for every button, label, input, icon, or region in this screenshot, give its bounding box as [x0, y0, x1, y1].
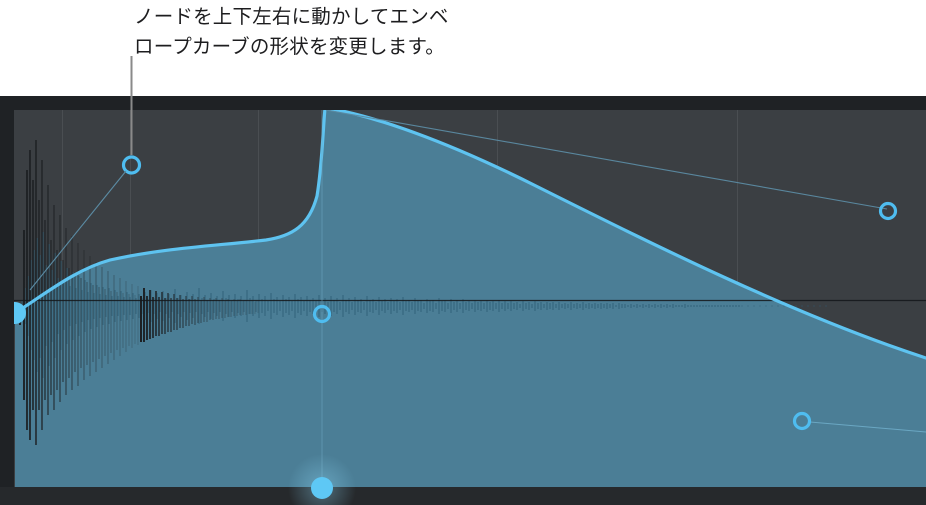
node-handle-upper[interactable] [878, 201, 898, 221]
envelope-graphics [14, 110, 926, 487]
handle-lines [321, 110, 926, 487]
envelope-stroke[interactable] [14, 110, 926, 360]
envelope-plot-area[interactable] [14, 110, 926, 487]
envelope-nodes [14, 201, 898, 431]
node-sustain-handle[interactable] [312, 304, 332, 324]
node-handle-lower[interactable] [792, 411, 812, 431]
node-start-handle[interactable] [14, 302, 26, 324]
envelope-editor-panel[interactable] [0, 96, 926, 505]
handle-line-lower [809, 421, 926, 433]
envelope-fill [15, 110, 926, 487]
handle-line-upper [325, 110, 888, 210]
editor-bottom-strip [0, 487, 926, 505]
callout-caption: ノードを上下左右に動かしてエンベ ロープカーブの形状を変更します。 [134, 5, 449, 58]
